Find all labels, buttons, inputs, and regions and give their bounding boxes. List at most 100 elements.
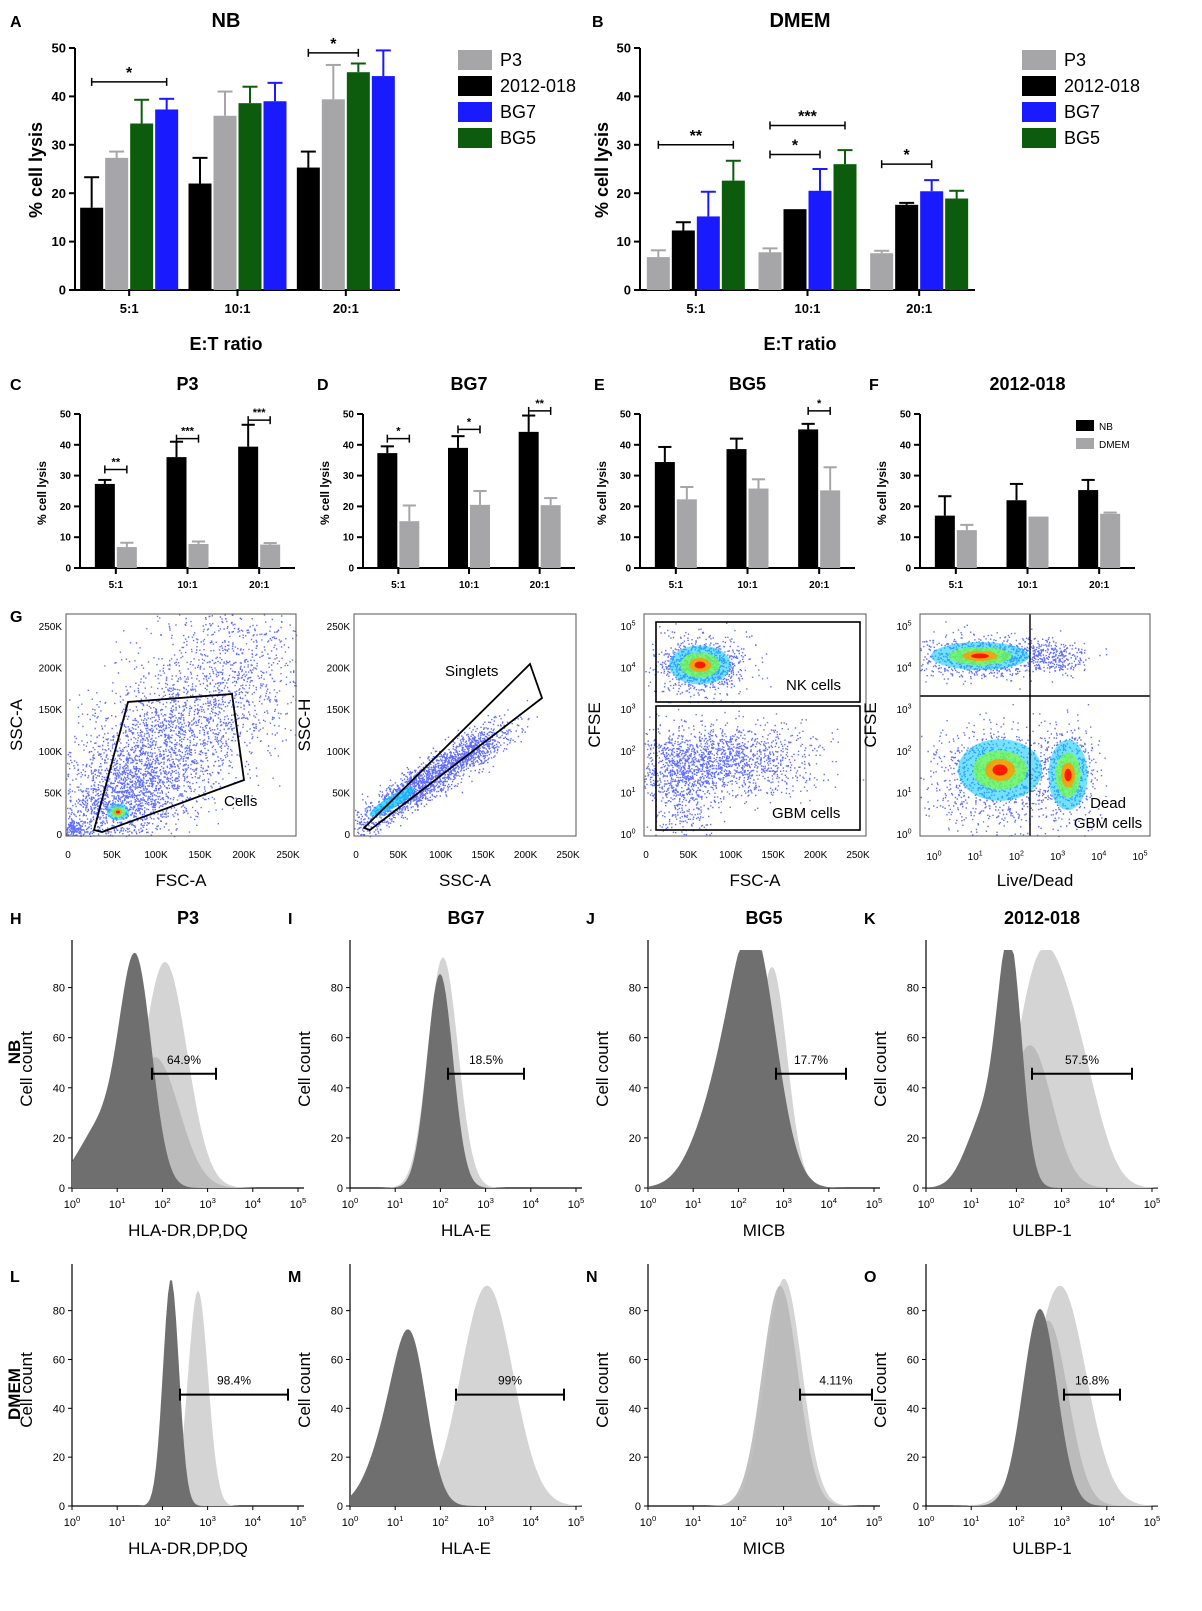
legend-swatch: [1076, 420, 1094, 431]
y-tick-label: 10: [900, 533, 912, 544]
y-axis-label: SSC-H: [295, 699, 314, 752]
y-tick-label: 101: [620, 787, 635, 800]
bar: [956, 530, 977, 568]
x-tick-label: 200K: [514, 850, 538, 861]
hist-isotype: [926, 1308, 1158, 1506]
x-tick-label: 5:1: [109, 580, 124, 591]
gate-percent: 64.9%: [167, 1053, 201, 1067]
y-axis-label: CFSE: [861, 702, 880, 747]
bar: [213, 115, 237, 290]
panel-letter: E: [594, 377, 605, 394]
x-tick-label: 103: [1053, 1514, 1070, 1529]
y-tick-label: 50: [343, 410, 355, 421]
gate-gbm: [655, 705, 861, 831]
bar: [820, 490, 841, 568]
legend-swatch: [1076, 438, 1094, 449]
hist-isotype: [72, 952, 304, 1188]
panel-letter: O: [864, 1269, 876, 1286]
panel-letter: F: [869, 377, 879, 394]
x-tick-label: 105: [1144, 1196, 1161, 1211]
hist-isotype: [926, 950, 1158, 1188]
x-tick-label: 100: [64, 1196, 81, 1211]
y-tick-label: 40: [629, 1403, 641, 1415]
bar: [1028, 516, 1049, 568]
x-tick-label: 20:1: [809, 580, 829, 591]
bar: [654, 462, 675, 568]
x-tick-label: 101: [109, 1514, 126, 1529]
y-tick-label: 60: [53, 1354, 65, 1366]
x-tick-label: 103: [199, 1514, 216, 1529]
bar: [1006, 500, 1027, 568]
x-axis-label: SSC-A: [439, 871, 492, 890]
bar: [238, 446, 259, 568]
y-axis-label: Cell count: [295, 1031, 314, 1107]
x-tick-label: 105: [290, 1196, 307, 1211]
y-tick-label: 20: [60, 502, 72, 513]
y-tick-label: 20: [629, 1452, 641, 1464]
x-axis-label: HLA-DR,DP,DQ: [128, 1539, 248, 1558]
gate-nk: [655, 621, 861, 703]
y-tick-label: 20: [629, 1133, 641, 1145]
x-tick-label: 100: [342, 1514, 359, 1529]
x-tick-label: 5:1: [949, 580, 964, 591]
x-tick-label: 104: [1099, 1514, 1116, 1529]
x-tick-label: 5:1: [669, 580, 684, 591]
x-tick-label: 200K: [804, 850, 828, 861]
x-tick-label: 105: [866, 1196, 883, 1211]
y-tick-label: 102: [896, 745, 911, 758]
legend-label: BG7: [500, 102, 536, 122]
hist-stained: [350, 957, 582, 1188]
bar: [696, 216, 720, 290]
y-tick-label: 30: [617, 137, 631, 152]
x-axis-label: MICB: [743, 1221, 786, 1240]
legend-swatch: [458, 50, 492, 70]
x-axis-label: E:T ratio: [189, 334, 262, 354]
panel-letter: H: [10, 911, 22, 928]
bar: [188, 543, 209, 568]
y-tick-label: 80: [53, 983, 65, 995]
y-tick-label: 103: [620, 704, 635, 717]
gate-percent: 99%: [498, 1374, 522, 1388]
legend-label: BG7: [1064, 102, 1100, 122]
hist-panel-j: J BG5 0 20 40 60 80 100 101 102 103 104 105 17.7% MICB…: [586, 908, 882, 1240]
y-tick-label: 50: [52, 41, 66, 56]
y-tick-label: 20: [620, 502, 632, 513]
legend-label: P3: [1064, 50, 1086, 70]
legend-a: P3 2012-018 BG7 BG5: [458, 50, 576, 148]
hist-overlap: [648, 1285, 880, 1506]
y-tick-label: 20: [331, 1133, 343, 1145]
y-axis-label: % cell lysis: [35, 461, 49, 525]
x-tick-label: 250K: [846, 850, 870, 861]
gate-percent: 18.5%: [469, 1053, 503, 1067]
gate-label: GBM cells: [772, 805, 840, 822]
y-tick-label: 40: [900, 440, 912, 451]
x-tick-label: 10:1: [177, 580, 197, 591]
plot-frame: [919, 613, 1151, 837]
bar: [155, 109, 179, 290]
bar: [116, 547, 137, 568]
y-tick-label: 30: [620, 471, 632, 482]
y-axis-label: Cell count: [17, 1031, 36, 1107]
x-tick-label: 105: [1132, 851, 1147, 864]
panel-letter: I: [288, 911, 292, 928]
hist-panel-m: M 0 20 40 60 80 100 101 102 103 104 105 99% HLA-E Cell…: [288, 1264, 584, 1558]
significance-label: *: [330, 36, 337, 53]
panel-cfse-livedead: Dead GBM cells 105 104 103 102 101 100 100 101 102…: [861, 613, 1151, 890]
panel-letter: K: [864, 911, 876, 928]
plot-frame: [643, 613, 867, 837]
panel-letter: C: [10, 377, 22, 394]
hist-panel-o: O 0 20 40 60 80 100 101 102 103 104 105 16.8% ULBP-1 C…: [864, 1264, 1160, 1558]
y-tick-label: 40: [53, 1403, 65, 1415]
legend-swatch: [1022, 128, 1056, 148]
bar: [105, 157, 129, 290]
gate-percent: 4.11%: [819, 1374, 852, 1388]
significance-label: *: [126, 65, 133, 82]
bar: [94, 483, 115, 568]
bar: [346, 72, 370, 290]
y-tick-label: 101: [896, 787, 911, 800]
x-tick-label: 50K: [103, 850, 121, 861]
density-core: [694, 661, 706, 669]
gate-label: GBM cells: [1074, 815, 1142, 832]
